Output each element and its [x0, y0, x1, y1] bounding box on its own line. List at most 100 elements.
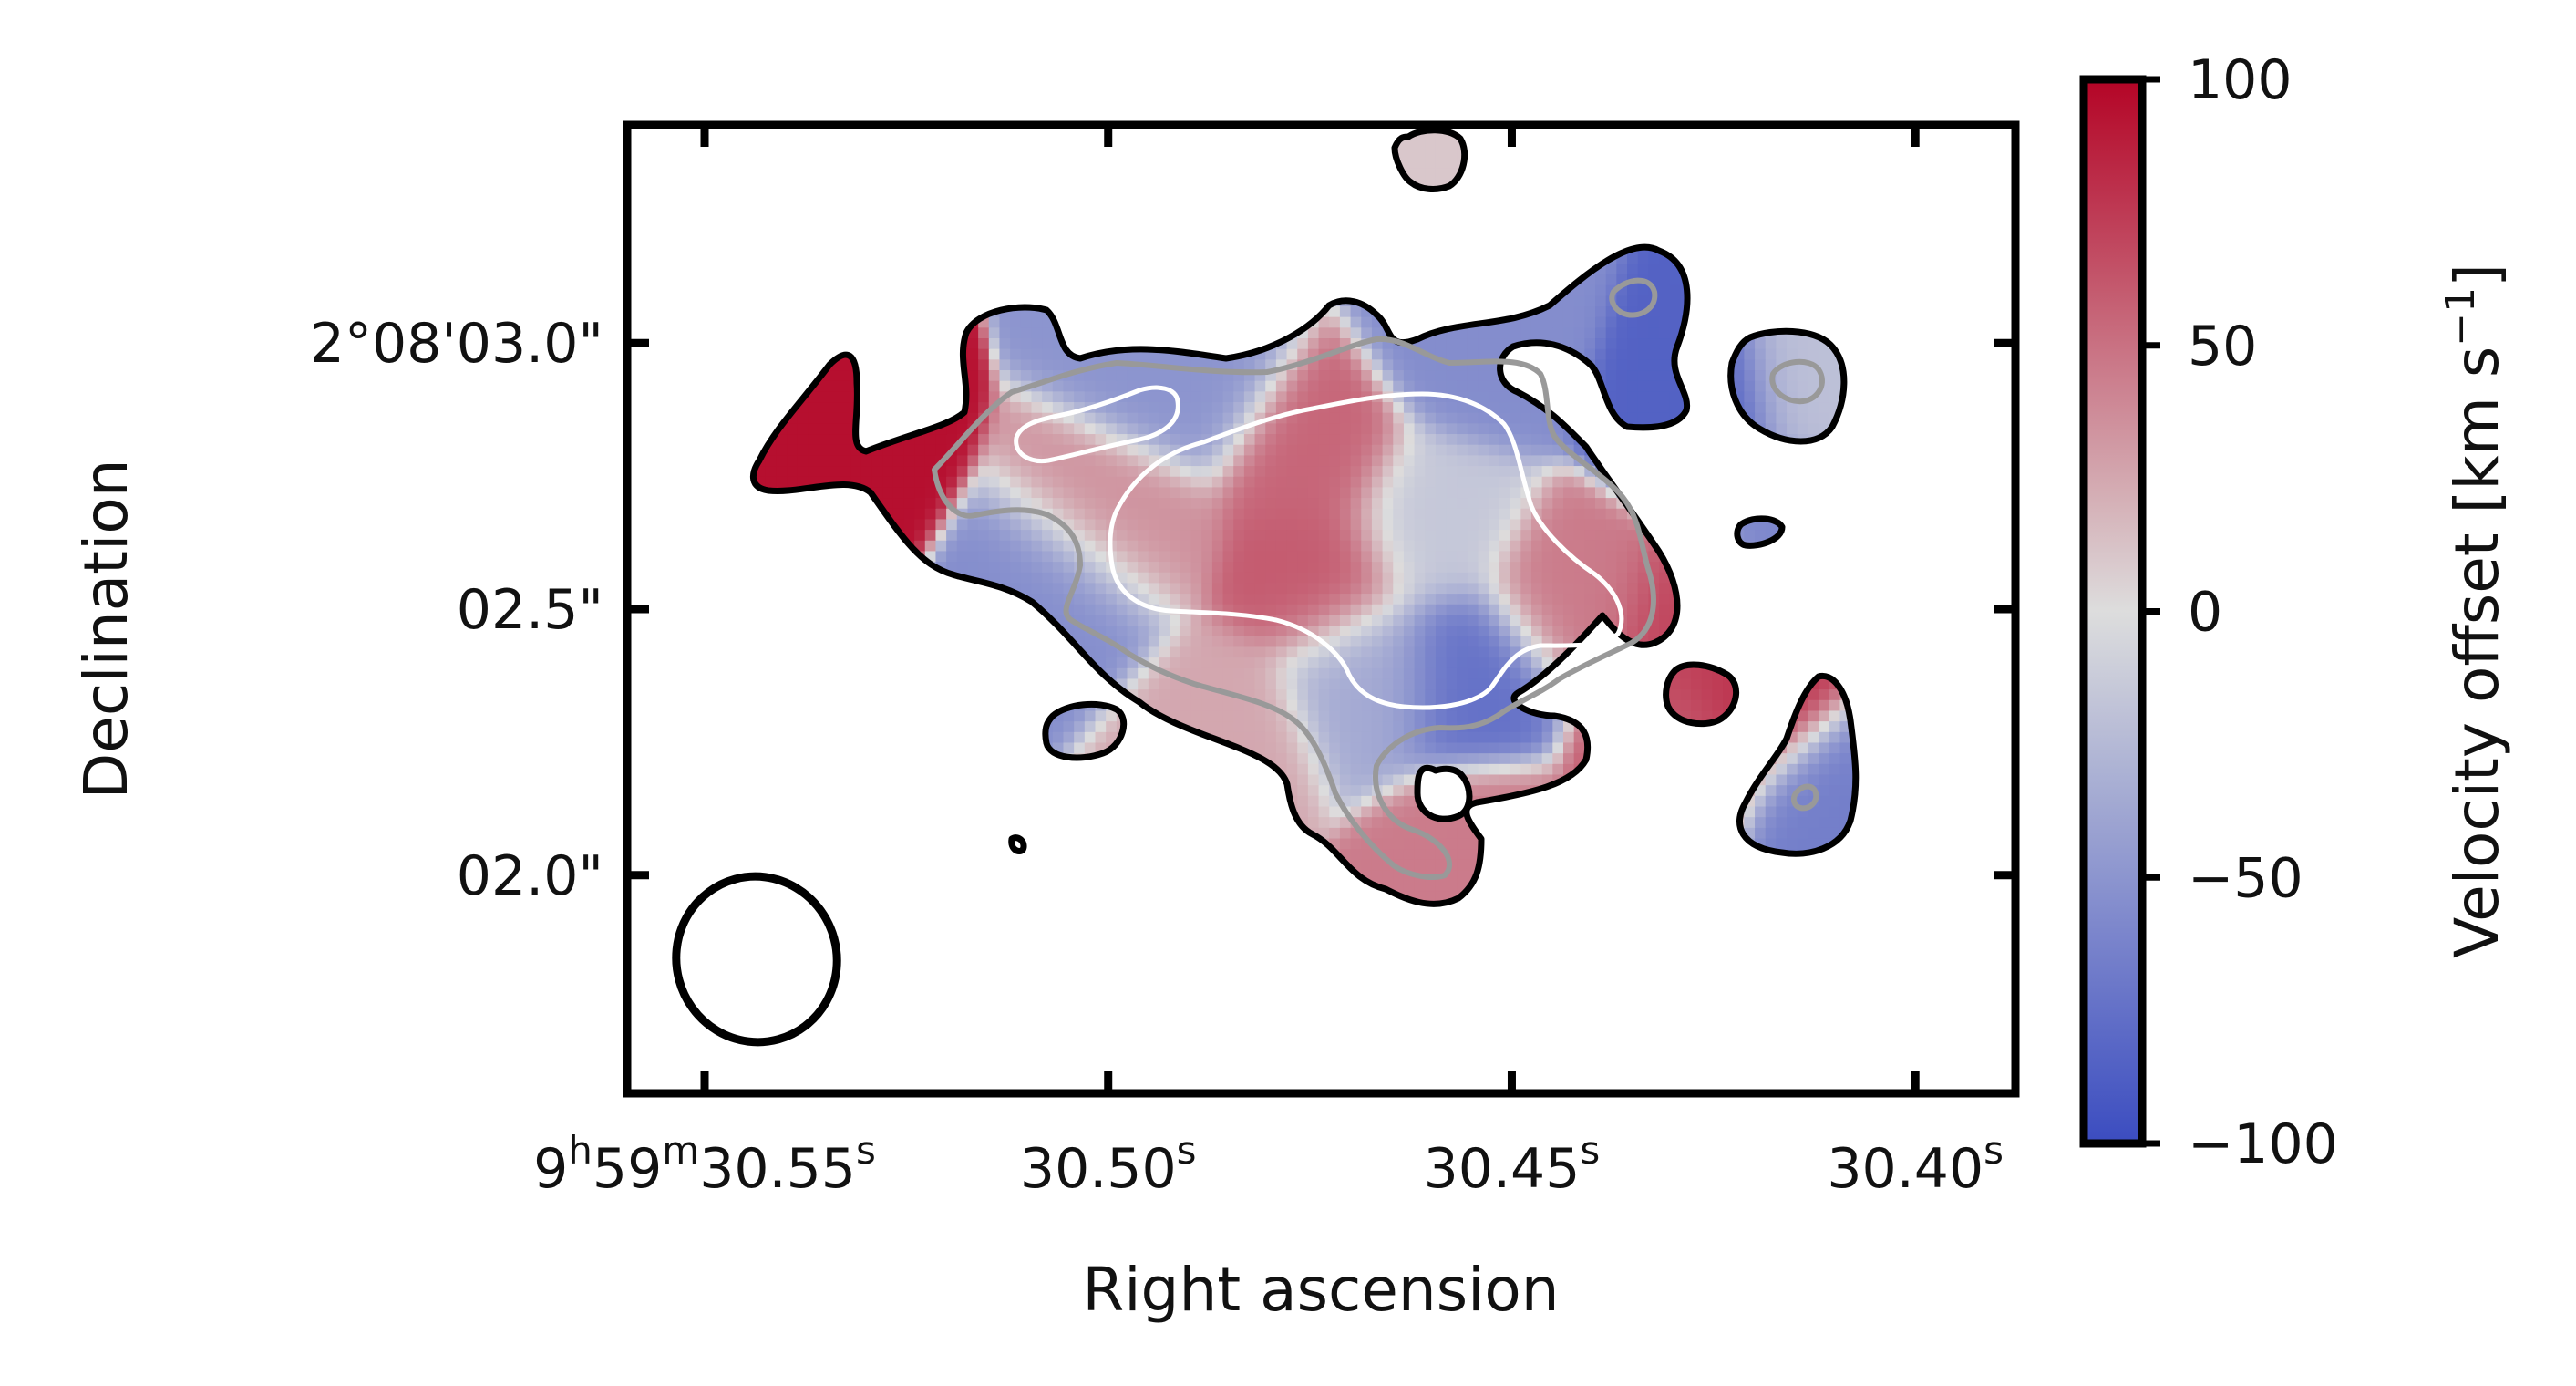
heatmap-cell: [1670, 955, 1681, 966]
heatmap-cell: [871, 838, 882, 849]
heatmap-cell: [946, 870, 957, 881]
heatmap-cell: [1180, 1072, 1191, 1083]
heatmap-cell: [819, 710, 829, 721]
heatmap-cell: [1606, 1029, 1617, 1040]
heatmap-cell: [648, 891, 659, 902]
heatmap-cell: [1372, 1072, 1383, 1083]
heatmap-cell: [1606, 945, 1617, 956]
heatmap-cell: [691, 1040, 702, 1051]
heatmap-cell: [1095, 934, 1106, 945]
heatmap-cell: [1021, 731, 1032, 742]
heatmap-cell: [1978, 955, 1989, 966]
heatmap-cell: [1510, 1008, 1521, 1019]
heatmap-cell: [1648, 753, 1659, 764]
heatmap-cell: [1552, 987, 1563, 998]
heatmap-cell: [1244, 998, 1255, 1008]
heatmap-cell: [1776, 870, 1787, 881]
heatmap-cell: [1063, 859, 1074, 870]
heatmap-cell: [1850, 913, 1861, 924]
heatmap-cell: [2021, 955, 2032, 966]
heatmap-cell: [871, 763, 882, 774]
heatmap-cell: [1425, 1061, 1436, 1072]
heatmap-cell: [1063, 774, 1074, 785]
heatmap-cell: [1499, 913, 1510, 924]
heatmap-cell: [1021, 902, 1032, 913]
heatmap-cell: [755, 763, 766, 774]
heatmap-cell: [1425, 849, 1436, 860]
heatmap-cell: [1670, 966, 1681, 977]
heatmap-cell: [1106, 1040, 1117, 1051]
heatmap-cell: [1584, 934, 1595, 945]
heatmap-cell: [1893, 699, 1904, 710]
heatmap-cell: [1776, 1050, 1787, 1061]
heatmap-cell: [670, 689, 681, 700]
heatmap-cell: [1510, 774, 1521, 785]
heatmap-cell: [1914, 902, 1925, 913]
heatmap-cell: [1755, 710, 1766, 721]
heatmap-cell: [1520, 913, 1531, 924]
heatmap-cell: [1839, 763, 1850, 774]
heatmap-cell: [1138, 955, 1149, 966]
heatmap-cell: [1479, 817, 1489, 828]
heatmap-cell: [1659, 923, 1670, 934]
heatmap-cell: [1978, 785, 1989, 796]
heatmap-cell: [871, 987, 882, 998]
heatmap-cell: [1925, 987, 1936, 998]
heatmap-cell: [1265, 689, 1276, 700]
heatmap-cell: [1319, 1008, 1330, 1019]
heatmap-cell: [798, 849, 809, 860]
heatmap-cell: [1734, 870, 1745, 881]
heatmap-cell: [1861, 817, 1872, 828]
heatmap-cell: [1063, 731, 1074, 742]
heatmap-cell: [999, 731, 1010, 742]
heatmap-cell: [925, 1050, 936, 1061]
heatmap-cell: [1468, 1061, 1479, 1072]
heatmap-cell: [2021, 795, 2032, 806]
heatmap-cell: [1159, 795, 1170, 806]
heatmap-cell: [734, 966, 745, 977]
heatmap-cell: [1191, 966, 1202, 977]
heatmap-cell: [1723, 795, 1734, 806]
heatmap-cell: [967, 838, 978, 849]
heatmap-cell: [648, 987, 659, 998]
heatmap-cell: [946, 806, 957, 817]
heatmap-cell: [1744, 763, 1755, 774]
heatmap-cell: [1903, 699, 1914, 710]
heatmap-cell: [978, 998, 989, 1008]
heatmap-cell: [1031, 838, 1042, 849]
heatmap-cell: [1627, 1040, 1638, 1051]
heatmap-cell: [1787, 827, 1798, 838]
heatmap-cell: [1616, 1050, 1627, 1061]
heatmap-cell: [1520, 849, 1531, 860]
heatmap-cell: [882, 1061, 893, 1072]
heatmap-cell: [925, 827, 936, 838]
heatmap-cell: [1425, 998, 1436, 1008]
heatmap-cell: [1734, 774, 1745, 785]
heatmap-cell: [1128, 1019, 1139, 1029]
heatmap-cell: [1159, 934, 1170, 945]
heatmap-cell: [1999, 1072, 2010, 1083]
heatmap-cell: [1967, 998, 1978, 1008]
heatmap-cell: [893, 998, 904, 1008]
heatmap-cell: [893, 849, 904, 860]
heatmap-cell: [840, 859, 850, 870]
heatmap-cell: [712, 806, 723, 817]
heatmap-cell: [1287, 934, 1298, 945]
heatmap-cell: [1457, 955, 1468, 966]
heatmap-cell: [1265, 806, 1276, 817]
heatmap-cell: [1648, 891, 1659, 902]
heatmap-cell: [1329, 859, 1340, 870]
heatmap-cell: [1159, 689, 1170, 700]
heatmap-cell: [1798, 913, 1808, 924]
heatmap-cell: [840, 1072, 850, 1083]
heatmap-cell: [871, 881, 882, 892]
heatmap-cell: [1201, 1019, 1212, 1029]
heatmap-cell: [840, 955, 850, 966]
heatmap-cell: [829, 859, 840, 870]
heatmap-cell: [829, 785, 840, 796]
heatmap-cell: [1914, 1040, 1925, 1051]
heatmap-cell: [1882, 913, 1893, 924]
heatmap-cell: [1191, 934, 1202, 945]
heatmap-cell: [850, 838, 861, 849]
heatmap-cell: [1499, 827, 1510, 838]
